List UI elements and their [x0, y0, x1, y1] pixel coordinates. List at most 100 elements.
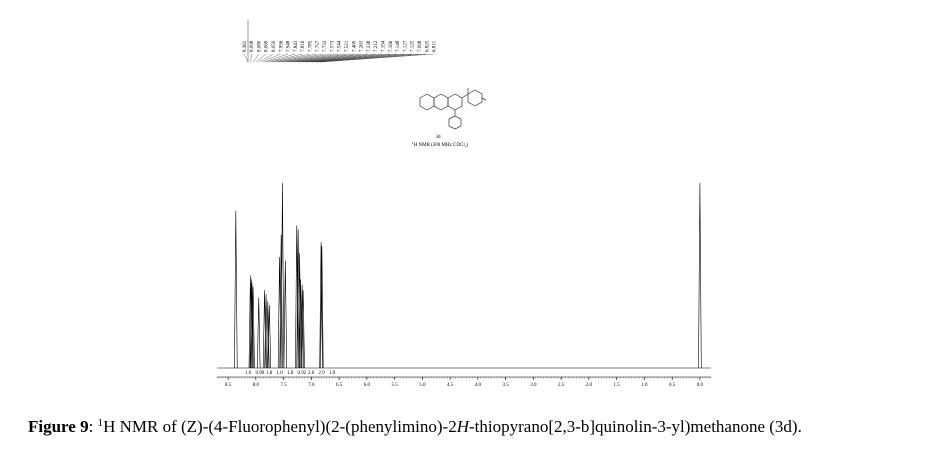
x-tick-label: 8.5 — [225, 383, 232, 388]
text: ) — [466, 143, 468, 148]
leader-line — [272, 53, 310, 63]
peak-label: 7.757 — [316, 40, 321, 52]
leader-line — [320, 53, 434, 63]
conditions: 1H NMR (300 MHz CDCl3) — [412, 141, 469, 149]
peak-label: 7.125 — [411, 40, 416, 52]
peak — [251, 286, 255, 369]
caption: Figure 9: 1H NMR of (Z)-(4-Fluorophenyl)… — [28, 417, 802, 436]
peak — [279, 234, 283, 369]
integral-label: 1.9 — [329, 371, 336, 376]
compound-label: 3d — [436, 135, 442, 140]
peak — [698, 182, 702, 369]
leader-line — [259, 53, 274, 63]
peak — [283, 260, 288, 369]
leader-line — [256, 53, 266, 63]
peak — [267, 305, 272, 369]
x-tick-label: 6.0 — [364, 383, 371, 388]
peak-label: 7.238 — [367, 40, 372, 52]
peak-label: 7.194 — [382, 40, 387, 52]
x-tick-label: 4.0 — [475, 383, 482, 388]
integral-label: 1.8 — [287, 371, 294, 376]
peak — [300, 284, 304, 369]
leader-line — [311, 53, 412, 63]
peak — [280, 182, 285, 369]
peak-label: 7.166 — [389, 40, 394, 52]
peak — [319, 242, 323, 369]
leader-line — [292, 53, 361, 63]
leader-line — [303, 53, 391, 63]
peak-label: 7.816 — [301, 40, 306, 52]
italic: H — [456, 417, 471, 436]
leader-line — [309, 53, 405, 63]
integral-label: 0.90 — [256, 371, 265, 376]
peak-label: 8.361 — [243, 40, 248, 52]
leader-line — [289, 53, 354, 63]
leader-line — [270, 53, 303, 63]
peak-label: 7.544 — [338, 40, 343, 52]
x-tick-label: 7.0 — [308, 383, 315, 388]
peak — [234, 210, 238, 369]
peak-label: 7.263 — [360, 40, 365, 52]
peak-label: 7.098 — [418, 40, 423, 52]
sup: 1 — [412, 141, 414, 145]
caption-label: Figure 9 — [28, 417, 89, 436]
peak-label: 7.127 — [403, 40, 408, 52]
peak-label: 7.785 — [309, 40, 314, 52]
x-tick-label: 8.0 — [253, 383, 260, 388]
leader-line — [295, 53, 369, 63]
peak-label: 7.148 — [396, 40, 401, 52]
x-tick-label: 6.5 — [336, 383, 343, 388]
integral-label: 2.0 — [308, 371, 315, 376]
peak — [262, 290, 267, 369]
leader-line — [267, 53, 296, 63]
leader-line — [286, 53, 347, 63]
sep: : — [89, 417, 98, 436]
leader-line — [278, 53, 325, 63]
leader-line — [253, 53, 259, 63]
peak — [257, 297, 261, 369]
sup: 1 — [98, 417, 104, 429]
leader-line — [243, 53, 249, 63]
peak-label: 7.948 — [287, 40, 292, 52]
x-tick-label: 1.0 — [641, 383, 648, 388]
x-tick-label: 0.0 — [697, 383, 704, 388]
x-tick-label: 7.5 — [280, 383, 287, 388]
peak-label: 8.069 — [265, 40, 270, 52]
peak-label: 7.469 — [352, 40, 357, 52]
peak — [277, 256, 282, 369]
leader-line — [281, 53, 332, 63]
leader-line — [306, 53, 398, 63]
leader-line — [250, 53, 252, 63]
peak — [296, 229, 300, 369]
peak-label: 8.050 — [272, 40, 277, 52]
x-tick-label: 5.5 — [391, 383, 398, 388]
peak-label: 6.811 — [433, 40, 438, 52]
peak-label: 7.212 — [374, 40, 379, 52]
x-tick-label: 5.0 — [419, 383, 426, 388]
leader-line — [314, 53, 420, 63]
peak-label: 7.843 — [294, 40, 299, 52]
sub: 3 — [465, 145, 467, 149]
x-tick-label: 2.5 — [558, 383, 565, 388]
text: -thiopyrano[2,3-b]quinolin-3-yl)methanon… — [469, 417, 802, 436]
peak-label: 7.573 — [330, 40, 335, 52]
integral-label: 1.8 — [266, 371, 273, 376]
integral-label: 1.6 — [245, 371, 252, 376]
text: H NMR (300 MHz CDCl — [414, 143, 466, 148]
peak-label: 7.733 — [323, 40, 328, 52]
peak — [295, 225, 299, 369]
leader-line — [264, 53, 288, 63]
x-tick-label: 3.5 — [503, 383, 510, 388]
leader-line — [261, 53, 281, 63]
x-tick-label: 0.5 — [669, 383, 676, 388]
text: H NMR of (Z)-(4-Fluorophenyl)(2-(phenyli… — [103, 417, 457, 436]
leader-line — [275, 53, 318, 63]
peak-label: 8.098 — [250, 40, 255, 52]
peak — [250, 282, 254, 369]
x-tick-label: 3.0 — [530, 383, 537, 388]
peak — [297, 253, 302, 369]
leader-line — [300, 53, 383, 63]
x-tick-label: 1.5 — [614, 383, 621, 388]
peak-label: 7.996 — [279, 40, 284, 52]
